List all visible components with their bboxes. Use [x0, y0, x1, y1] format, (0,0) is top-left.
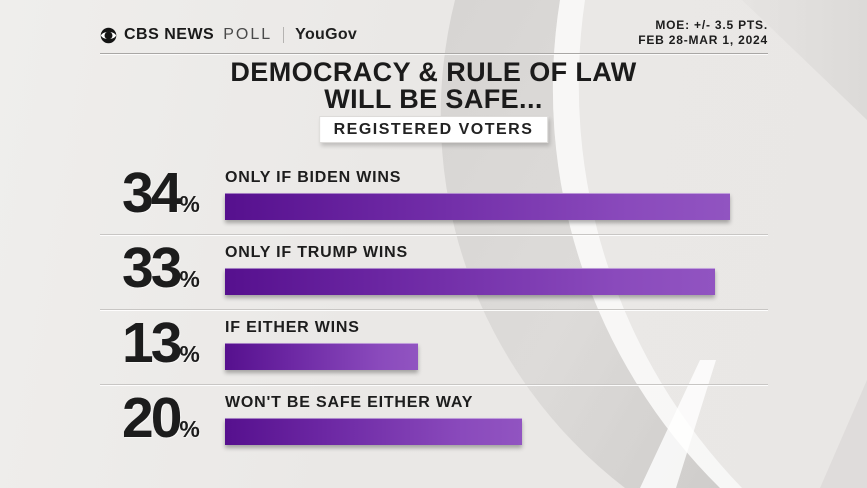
- cbs-eye-icon: [100, 27, 117, 43]
- value-label: 33%: [122, 237, 222, 299]
- bar-area: IF EITHER WINS: [225, 310, 768, 370]
- bar-chart: 34% ONLY IF BIDEN WINS 33% ONLY IF TRUMP…: [100, 160, 768, 460]
- row-separator: [100, 234, 768, 235]
- category-label: ONLY IF TRUMP WINS: [225, 244, 409, 261]
- value-number: 33: [122, 236, 182, 300]
- chart-title-line1: DEMOCRACY & RULE OF LAW: [230, 57, 637, 87]
- percent-sign: %: [179, 341, 200, 367]
- brand-poll: POLL: [223, 26, 273, 43]
- brand-yougov: YouGov: [295, 26, 358, 43]
- registered-voters-badge: REGISTERED VOTERS: [318, 116, 549, 143]
- percent-sign: %: [179, 191, 200, 217]
- percent-sign: %: [179, 266, 200, 292]
- brand-cbs-news: CBS NEWS: [124, 26, 215, 43]
- percent-sign: %: [179, 416, 200, 442]
- bar-area: ONLY IF TRUMP WINS: [225, 235, 768, 295]
- brand-lockup: CBS NEWS POLL YouGov: [100, 26, 357, 44]
- row-separator: [100, 309, 768, 310]
- value-number: 20: [122, 386, 182, 450]
- chart-row: 13% IF EITHER WINS: [100, 310, 768, 385]
- value-label: 13%: [122, 312, 222, 374]
- row-separator: [100, 384, 768, 385]
- bar-area: WON'T BE SAFE EITHER WAY: [225, 385, 768, 445]
- chart-row: 34% ONLY IF BIDEN WINS: [100, 160, 768, 235]
- bar: [225, 343, 418, 370]
- brand-divider: [283, 27, 285, 43]
- value-label: 34%: [122, 162, 222, 224]
- value-number: 34: [122, 161, 182, 225]
- moe-line1: MOE: +/- 3.5 PTS.: [655, 18, 768, 32]
- category-label: ONLY IF BIDEN WINS: [225, 169, 402, 186]
- moe-line2: FEB 28-MAR 1, 2024: [638, 33, 768, 47]
- value-label: 20%: [122, 387, 222, 449]
- chart-title: DEMOCRACY & RULE OF LAW WILL BE SAFE...: [0, 59, 867, 113]
- bar: [225, 418, 522, 445]
- value-number: 13: [122, 311, 182, 375]
- chart-title-line2: WILL BE SAFE...: [324, 84, 543, 114]
- bar: [225, 193, 730, 220]
- chart-row: 33% ONLY IF TRUMP WINS: [100, 235, 768, 310]
- chart-row: 20% WON'T BE SAFE EITHER WAY: [100, 385, 768, 460]
- bar-area: ONLY IF BIDEN WINS: [225, 160, 768, 220]
- category-label: WON'T BE SAFE EITHER WAY: [225, 394, 474, 411]
- category-label: IF EITHER WINS: [225, 319, 360, 336]
- header: CBS NEWS POLL YouGov MOE: +/- 3.5 PTS. F…: [100, 18, 768, 54]
- header-divider: [100, 53, 768, 54]
- bar: [225, 268, 715, 295]
- moe-note: MOE: +/- 3.5 PTS. FEB 28-MAR 1, 2024: [638, 18, 768, 48]
